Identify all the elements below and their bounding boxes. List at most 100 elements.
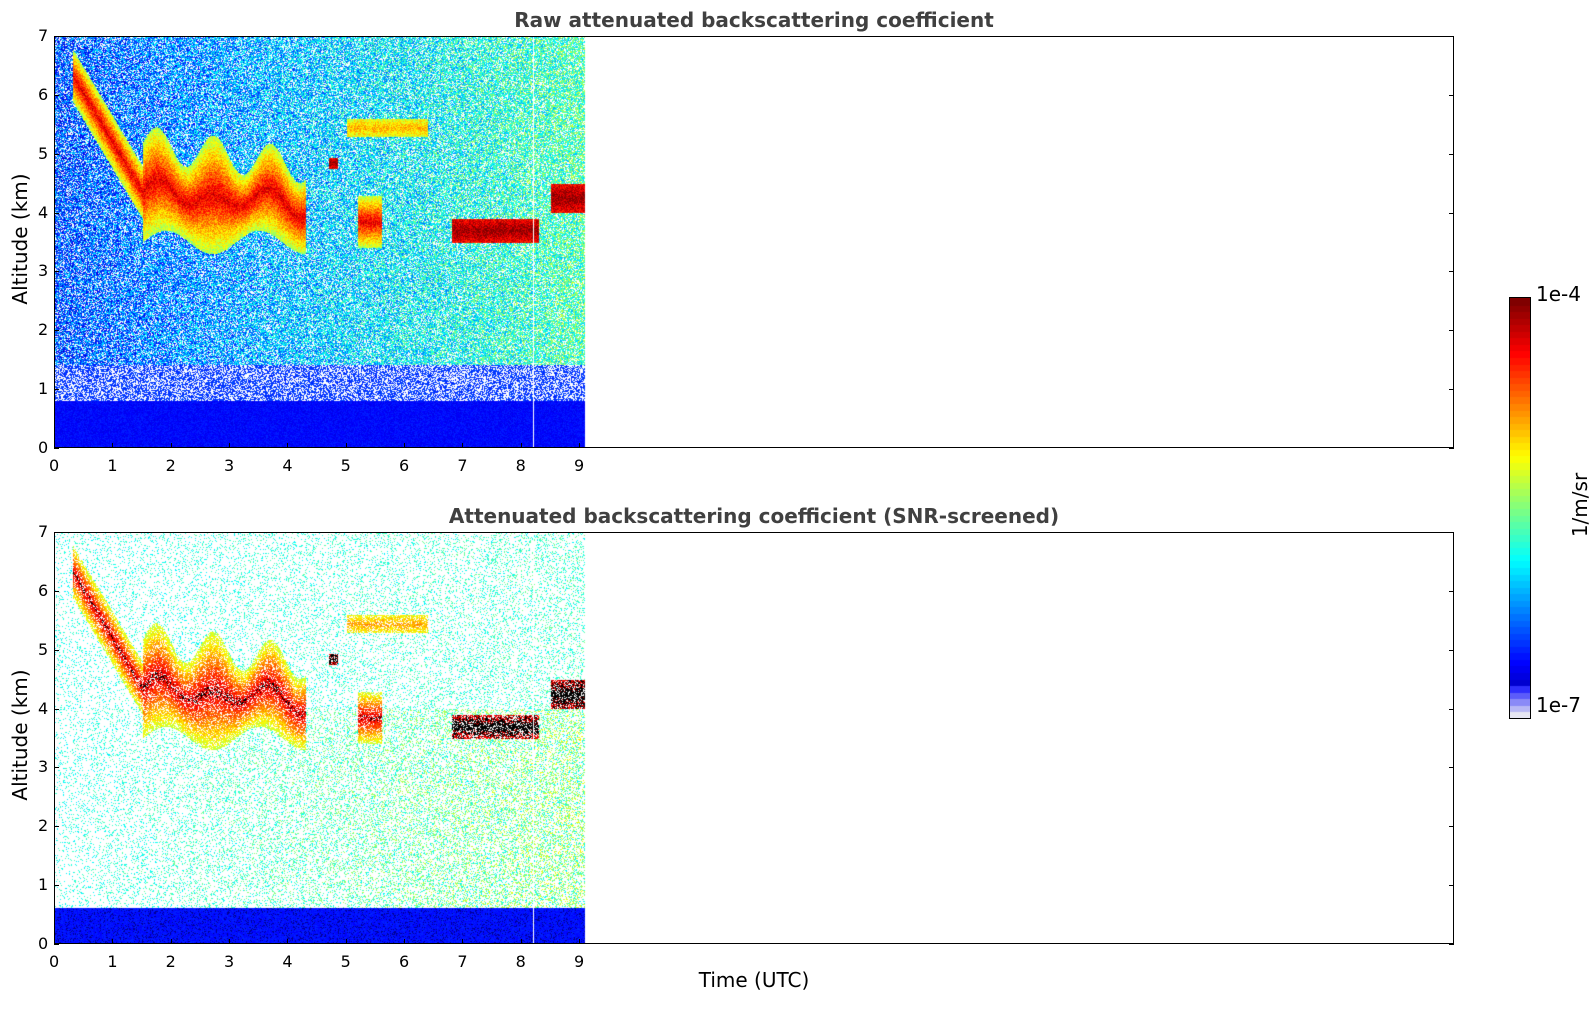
y-tick-label: 5 (38, 639, 49, 659)
x-tick-label: 7 (457, 952, 468, 971)
x-tick-mark (229, 939, 230, 944)
heatmap-screened (54, 532, 1454, 944)
y-tick-mark (1449, 826, 1454, 828)
x-tick-label: 1 (107, 952, 118, 971)
x-tick-label: 0 (49, 952, 60, 971)
y-tick-mark (1449, 153, 1454, 155)
y-tick-mark (54, 590, 59, 592)
colorbar-min-label: 1e-7 (1536, 693, 1581, 717)
x-tick-mark (462, 939, 464, 944)
x-tick-mark (579, 443, 580, 448)
x-tick-label: 1 (107, 456, 118, 475)
chart-title-screened: Attenuated backscattering coefficient (S… (448, 504, 1060, 528)
y-tick-label: 0 (38, 934, 49, 953)
y-tick-label: 1 (38, 379, 49, 399)
x-tick-mark (404, 939, 405, 944)
y-tick-mark (54, 94, 59, 96)
y-tick-label: 4 (38, 698, 49, 718)
colorbar-unit-label: 1/m/sr (1568, 472, 1592, 538)
y-tick-mark (1449, 212, 1454, 214)
y-tick-mark (54, 36, 59, 37)
y-tick-mark (1449, 649, 1454, 651)
x-tick-label: 9 (574, 952, 585, 971)
y-tick-mark (1449, 944, 1454, 945)
colorbar (1509, 297, 1531, 719)
y-tick-mark (1449, 36, 1454, 37)
x-tick-mark (520, 939, 522, 944)
y-tick-mark (54, 212, 59, 214)
y-tick-mark (1449, 448, 1454, 449)
y-axis-label-screened: Altitude (km) (8, 669, 32, 801)
x-tick-label: 6 (399, 952, 410, 971)
x-tick-label: 4 (282, 952, 293, 971)
y-tick-mark (1449, 767, 1454, 769)
y-tick-mark (54, 532, 59, 533)
y-tick-mark (1449, 330, 1454, 332)
y-tick-mark (1449, 532, 1454, 533)
x-tick-label: 6 (399, 456, 410, 475)
y-tick-mark (54, 271, 59, 273)
x-tick-label: 8 (515, 456, 526, 475)
chart-title-raw: Raw attenuated backscattering coefficien… (514, 8, 994, 32)
x-tick-label: 5 (340, 456, 351, 475)
x-tick-label: 3 (224, 952, 235, 971)
x-tick-mark (112, 939, 114, 944)
x-tick-mark (112, 443, 114, 448)
y-tick-mark (54, 826, 59, 828)
y-tick-mark (1449, 708, 1454, 710)
x-tick-mark (345, 939, 347, 944)
x-tick-mark (229, 443, 230, 448)
y-tick-label: 5 (38, 143, 49, 163)
x-tick-mark (462, 443, 464, 448)
heatmap-canvas-raw (55, 37, 1453, 447)
y-tick-mark (54, 389, 59, 391)
y-tick-label: 4 (38, 202, 49, 222)
y-tick-label: 3 (38, 261, 49, 281)
y-tick-label: 2 (38, 320, 49, 340)
x-tick-label: 2 (165, 952, 176, 971)
x-tick-label: 9 (574, 456, 585, 475)
x-tick-mark (287, 939, 289, 944)
x-tick-mark (345, 443, 347, 448)
y-tick-mark (54, 448, 59, 449)
y-tick-mark (1449, 885, 1454, 887)
x-tick-label: 4 (282, 456, 293, 475)
heatmap-raw (54, 36, 1454, 448)
x-tick-mark (54, 443, 55, 448)
x-tick-label: 3 (224, 456, 235, 475)
x-tick-mark (170, 443, 172, 448)
y-tick-mark (54, 944, 59, 945)
y-tick-mark (54, 885, 59, 887)
x-tick-mark (404, 443, 405, 448)
y-tick-mark (54, 153, 59, 155)
y-axis-label-raw: Altitude (km) (8, 173, 32, 305)
y-tick-label: 6 (38, 580, 49, 600)
y-tick-label: 1 (38, 875, 49, 895)
y-tick-mark (54, 330, 59, 332)
y-tick-mark (1449, 389, 1454, 391)
y-tick-mark (1449, 590, 1454, 592)
x-tick-label: 0 (49, 456, 60, 475)
x-tick-mark (520, 443, 522, 448)
y-tick-label: 6 (38, 84, 49, 104)
y-tick-label: 0 (38, 438, 49, 457)
x-tick-label: 2 (165, 456, 176, 475)
x-tick-mark (579, 939, 580, 944)
x-axis-label: Time (UTC) (698, 968, 810, 992)
y-tick-label: 3 (38, 757, 49, 777)
y-tick-mark (54, 649, 59, 651)
y-tick-label: 7 (38, 26, 49, 45)
colorbar-max-label: 1e-4 (1536, 282, 1581, 306)
heatmap-canvas-screened (55, 533, 1453, 943)
y-tick-mark (1449, 271, 1454, 273)
x-tick-mark (170, 939, 172, 944)
y-tick-label: 7 (38, 522, 49, 541)
x-tick-label: 5 (340, 952, 351, 971)
x-tick-label: 8 (515, 952, 526, 971)
y-tick-mark (1449, 94, 1454, 96)
x-tick-mark (54, 939, 55, 944)
x-tick-mark (287, 443, 289, 448)
y-tick-mark (54, 767, 59, 769)
y-tick-mark (54, 708, 59, 710)
x-tick-label: 7 (457, 456, 468, 475)
